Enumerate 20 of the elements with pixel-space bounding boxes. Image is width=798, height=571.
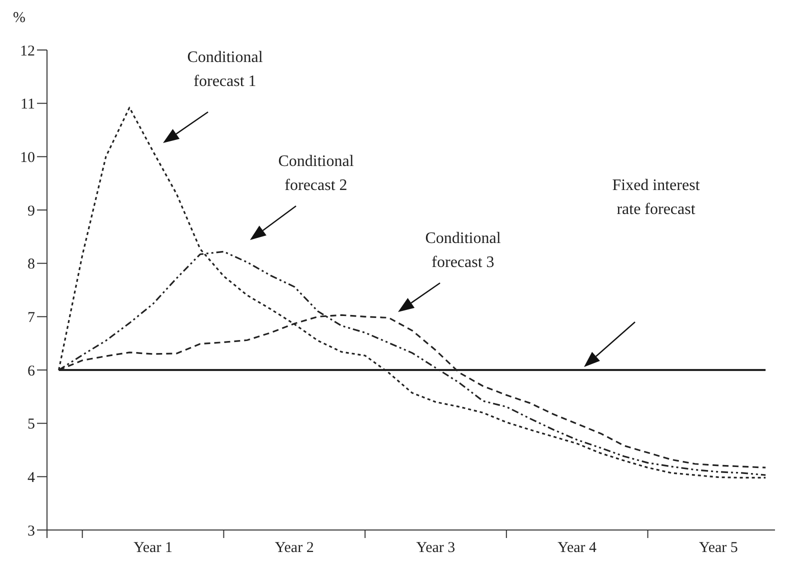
y-tick-label: 7 [28,310,36,326]
y-tick-label: 3 [28,523,35,540]
y-tick-label: 8 [28,256,35,273]
y-axis-title: % [13,10,26,27]
y-tick-label: 10 [20,150,35,166]
x-tick-label: Year 2 [274,540,314,556]
annotation: Conditional forecast 3 [425,230,502,271]
x-tick-label: Year 1 [134,540,172,556]
y-tick-label: 4 [28,470,36,486]
annotation: Fixed interest rate forecast [612,177,700,218]
x-tick-label: Year 5 [699,540,738,556]
annotation: Conditional forecast 1 [187,49,264,90]
y-tick-label: 11 [20,96,35,113]
y-tick-label: 6 [28,363,36,380]
y-tick-label: 5 [28,416,35,433]
y-tick-label: 9 [28,203,35,220]
x-tick-label: Year 3 [416,540,456,556]
y-tick-label: 12 [20,43,35,60]
x-tick-label: Year 4 [558,540,598,556]
annotation: Conditional forecast 2 [278,153,354,194]
